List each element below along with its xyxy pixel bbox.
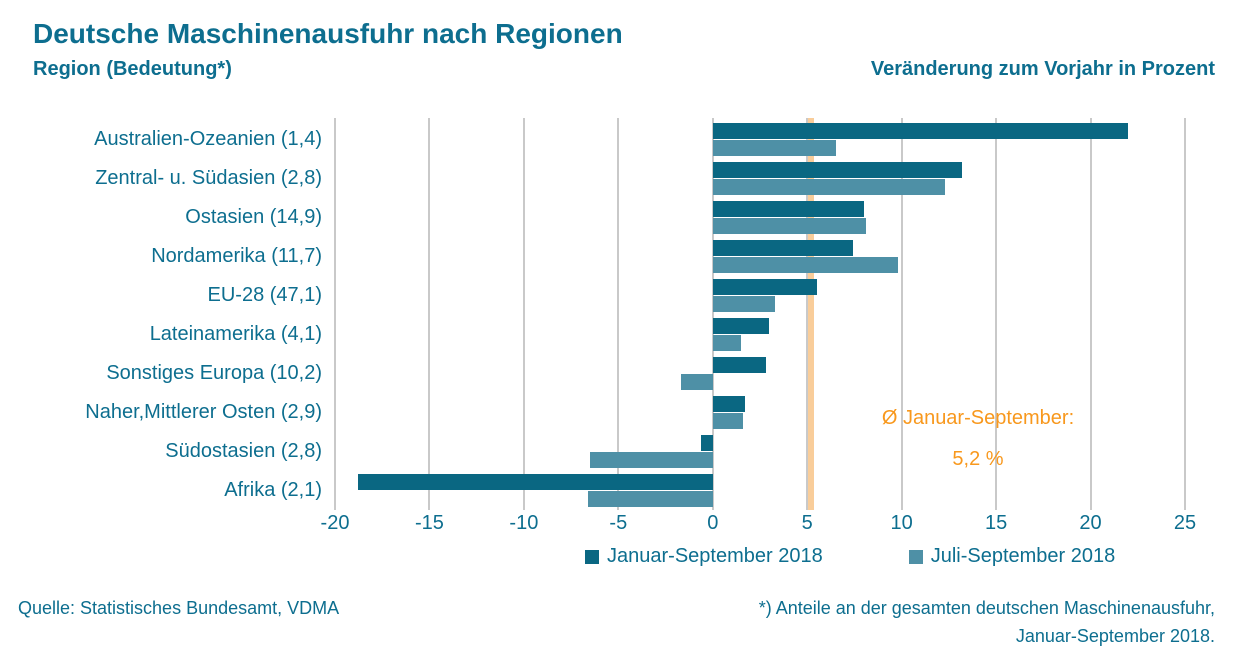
reference-annotation-label: Ø Januar-September: [881,407,1075,429]
category-label: Zentral- u. Südasien (2,8) [95,167,322,189]
category-label: Afrika (2,1) [224,479,322,501]
x-tick-label: 20 [1079,512,1102,534]
bar-jan-sep [712,201,864,217]
gridline-x-10 [900,118,903,510]
bar-jul-sep [590,452,713,468]
category-label: Südostasien (2,8) [165,440,322,462]
gridline-x--10 [522,118,525,510]
bar-jan-sep [712,240,853,256]
page-title: Deutsche Maschinenausfuhr nach Regionen [33,18,623,49]
gridline-x-5 [806,118,809,510]
bar-jul-sep [712,140,836,156]
legend-label-jan-sep: Januar-September 2018 [607,545,823,567]
bar-jan-sep [712,396,745,412]
source-note: Quelle: Statistisches Bundesamt, VDMA [18,598,340,618]
gridline-x-0 [711,118,714,510]
gridline-x--15 [428,118,431,510]
footnote-line1: *) Anteile an der gesamten deutschen Mas… [758,598,1215,618]
category-label: Australien-Ozeanien (1,4) [94,128,322,150]
legend-swatch-jan-sep [585,549,599,564]
category-label: Lateinamerika (4,1) [149,323,322,345]
x-tick-label: 25 [1173,512,1197,534]
bar-jul-sep [712,413,743,429]
legend-label-jul-sep: Juli-September 2018 [930,545,1116,567]
x-tick-label: -15 [414,512,444,534]
bar-jan-sep [712,357,766,373]
gridline-x-20 [1089,118,1092,510]
legend-swatch-jul-sep [908,549,923,564]
reference-annotation-value: 5,2 % [952,448,1004,470]
bar-jan-sep [357,474,713,490]
footnote-line2: Januar-September 2018. [1015,626,1215,646]
bar-jul-sep [680,374,713,390]
x-tick-label: -20 [320,512,350,534]
legend-item-jan-sep: Januar-September 2018 [585,545,823,568]
gridline-x-25 [1184,118,1186,510]
bar-jan-sep [712,162,963,178]
bar-jul-sep [712,335,742,351]
gridline-x--20 [334,118,336,510]
bar-jan-sep [712,279,817,295]
gridline-x-15 [995,118,998,510]
bar-jul-sep [588,491,713,507]
x-tick-label: 10 [890,512,913,534]
legend: Januar-September 2018 Juli-September 201… [585,545,1115,568]
legend-item-jul-sep: Juli-September 2018 [908,545,1116,568]
x-tick-label: 5 [801,512,813,534]
bar-jul-sep [712,218,866,234]
footnote: *) Anteile an der gesamten deutschen Mas… [759,594,1215,650]
bar-jul-sep [712,257,898,273]
category-label: Naher,Mittlerer Osten (2,9) [85,401,322,423]
bar-jan-sep [701,435,713,451]
x-tick-label: 0 [707,512,719,534]
bar-jan-sep [712,318,770,334]
reference-line [808,118,814,510]
gridline-x--5 [617,118,620,510]
x-tick-label: -5 [609,512,628,534]
category-label: EU-28 (47,1) [207,284,323,306]
reference-annotation: Ø Januar-September: 5,2 % [848,407,1108,471]
category-label: Ostasien (14,9) [185,206,322,228]
bar-jan-sep [712,123,1129,139]
category-label: Sonstiges Europa (10,2) [106,362,322,384]
bar-jul-sep [712,296,776,312]
bar-jul-sep [712,179,946,195]
x-tick-label: 15 [984,512,1008,534]
y-axis-title: Region (Bedeutung*) [33,58,232,80]
category-label: Nordamerika (11,7) [151,245,322,267]
x-tick-label: -10 [509,512,539,534]
x-axis-title: Veränderung zum Vorjahr in Prozent [870,58,1215,80]
